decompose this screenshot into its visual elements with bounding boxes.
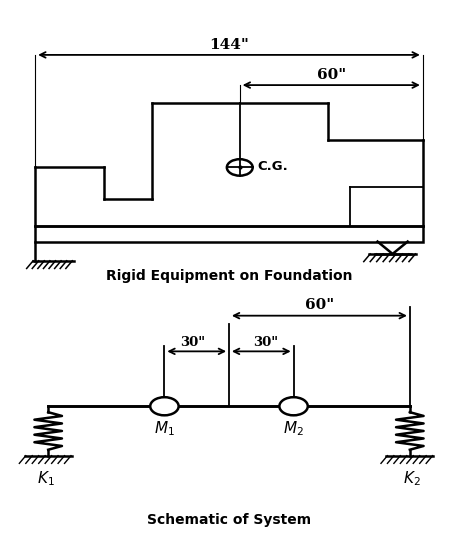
Text: 144": 144"	[209, 37, 249, 52]
Text: $M_2$: $M_2$	[283, 419, 304, 438]
Bar	[35, 226, 423, 242]
Text: Schematic of System: Schematic of System	[147, 513, 311, 527]
Text: $M_1$: $M_1$	[154, 419, 175, 438]
Text: 60": 60"	[305, 298, 334, 312]
Circle shape	[227, 159, 253, 176]
Text: Rigid Equipment on Foundation: Rigid Equipment on Foundation	[106, 268, 352, 283]
Text: 30": 30"	[253, 335, 278, 349]
Text: 60": 60"	[316, 68, 346, 82]
Text: 30": 30"	[180, 335, 205, 349]
Circle shape	[150, 397, 179, 415]
Text: $K_2$: $K_2$	[403, 469, 421, 488]
Circle shape	[279, 397, 308, 415]
Text: $K_1$: $K_1$	[37, 469, 55, 488]
Text: C.G.: C.G.	[258, 160, 289, 172]
